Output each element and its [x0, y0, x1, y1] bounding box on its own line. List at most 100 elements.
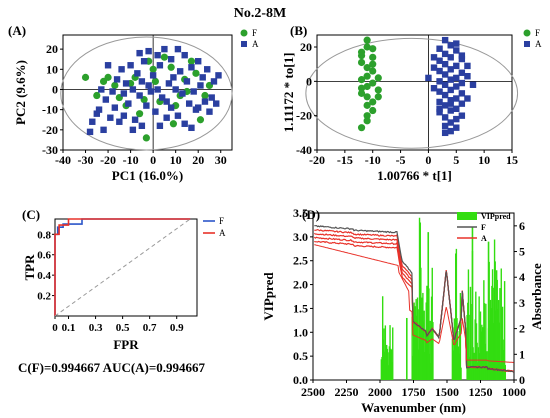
y2-tick-label: 2	[519, 322, 525, 336]
x-tick-label: -40	[55, 153, 71, 167]
point-a-marker	[136, 49, 143, 57]
point-f-marker	[93, 91, 101, 100]
point-a-marker	[464, 95, 471, 102]
y-tick-label: -30	[42, 143, 58, 157]
legend-a-label: A	[535, 39, 542, 49]
point-a-marker	[104, 62, 112, 69]
point-f-marker	[169, 120, 178, 128]
point-f-marker	[81, 73, 90, 81]
point-a-marker	[458, 112, 466, 119]
y-tick-label: 10	[46, 62, 58, 76]
y2-tick-label: 4	[519, 270, 525, 284]
y2-tick-label: 5	[519, 245, 525, 259]
point-a-marker	[447, 54, 454, 61]
legend-a-marker	[241, 41, 247, 47]
point-a-marker	[154, 51, 161, 59]
point-f-marker	[374, 74, 382, 82]
y2-axis-label: Absorbance	[529, 263, 544, 330]
x-tick-label: 0.5	[116, 322, 130, 334]
panel-a-label: (A)	[8, 23, 26, 38]
y-tick-label: -10	[42, 103, 58, 117]
point-a-marker	[447, 76, 454, 83]
point-a-marker	[453, 74, 460, 82]
x-tick-label: 1250	[469, 385, 493, 399]
point-a-marker	[181, 120, 188, 127]
point-a-marker	[441, 71, 449, 78]
point-a-marker	[179, 90, 186, 97]
point-a-marker	[134, 70, 141, 77]
point-a-marker	[441, 91, 449, 99]
point-a-marker	[436, 78, 443, 85]
point-a-marker	[441, 50, 449, 58]
roc-line-a	[54, 218, 191, 316]
x-tick-label: 0	[150, 153, 156, 167]
x-tick-label: 0.3	[89, 322, 103, 334]
point-f-marker	[369, 60, 377, 68]
point-a-marker	[447, 119, 454, 126]
point-a-marker	[195, 58, 202, 65]
chance-diagonal-line	[54, 218, 191, 317]
spectrum-a-reference-line	[314, 244, 514, 363]
point-f-marker	[99, 77, 108, 86]
point-a-marker	[118, 66, 125, 73]
point-f-marker	[111, 81, 119, 90]
point-a-marker	[102, 96, 110, 103]
point-a-marker	[458, 52, 466, 59]
point-a-marker	[210, 78, 218, 85]
point-a-marker	[127, 62, 134, 69]
panel-b-label: (B)	[290, 23, 307, 38]
y-tick-label: 0.6	[37, 250, 51, 262]
point-a-marker	[453, 115, 460, 123]
point-f-marker	[357, 51, 366, 60]
legend-f-label: F	[252, 28, 257, 38]
point-a-marker	[100, 126, 107, 134]
point-a-marker	[122, 80, 130, 87]
y-tick-label: 3.5	[293, 206, 308, 220]
point-a-marker	[469, 81, 477, 88]
point-a-marker	[89, 118, 96, 125]
point-a-marker	[436, 45, 443, 52]
y-tick-label: 0	[306, 74, 312, 88]
y-tick-label: 1.0	[293, 325, 308, 339]
point-a-marker	[441, 36, 449, 44]
point-a-marker	[145, 82, 152, 89]
point-a-marker	[176, 68, 184, 75]
point-a-marker	[167, 104, 175, 111]
y-tick-label: 0.2	[37, 291, 51, 303]
x-axis-label: PC1 (16.0%)	[112, 168, 184, 183]
point-a-marker	[453, 105, 460, 113]
x-tick-label: 5	[453, 153, 459, 167]
point-a-marker	[113, 76, 121, 83]
point-a-marker	[183, 78, 191, 85]
x-tick-label: 1500	[435, 385, 459, 399]
point-a-marker	[165, 80, 173, 87]
point-a-marker	[156, 62, 164, 69]
y-tick-label: 3.0	[293, 230, 308, 244]
legend-a-label: A	[219, 228, 226, 238]
point-a-marker	[120, 112, 128, 119]
plot-frame	[54, 218, 198, 317]
point-a-marker	[170, 74, 177, 81]
y-tick-label: 2.0	[293, 278, 308, 292]
point-a-marker	[116, 118, 123, 125]
x-tick-label: -5	[396, 153, 406, 167]
point-f-marker	[167, 63, 175, 71]
point-a-marker	[199, 74, 206, 81]
point-f-marker	[374, 93, 382, 101]
x-tick-label: 0.9	[170, 322, 184, 334]
x-axis-label: FPR	[113, 337, 139, 352]
point-a-marker	[464, 72, 471, 80]
point-f-marker	[357, 124, 366, 132]
x-tick-label: -20	[100, 153, 116, 167]
x-tick-label: 0	[425, 153, 431, 167]
x-tick-label: 30	[215, 153, 227, 167]
point-f-marker	[196, 116, 205, 124]
y-tick-label: 20	[46, 42, 58, 56]
point-f-marker	[142, 134, 150, 142]
legend-vippred-label: VIPpred	[481, 212, 511, 221]
point-a-marker	[201, 98, 209, 105]
point-f-marker	[363, 64, 371, 72]
y-tick-label: -40	[296, 143, 312, 157]
point-a-marker	[136, 92, 143, 99]
